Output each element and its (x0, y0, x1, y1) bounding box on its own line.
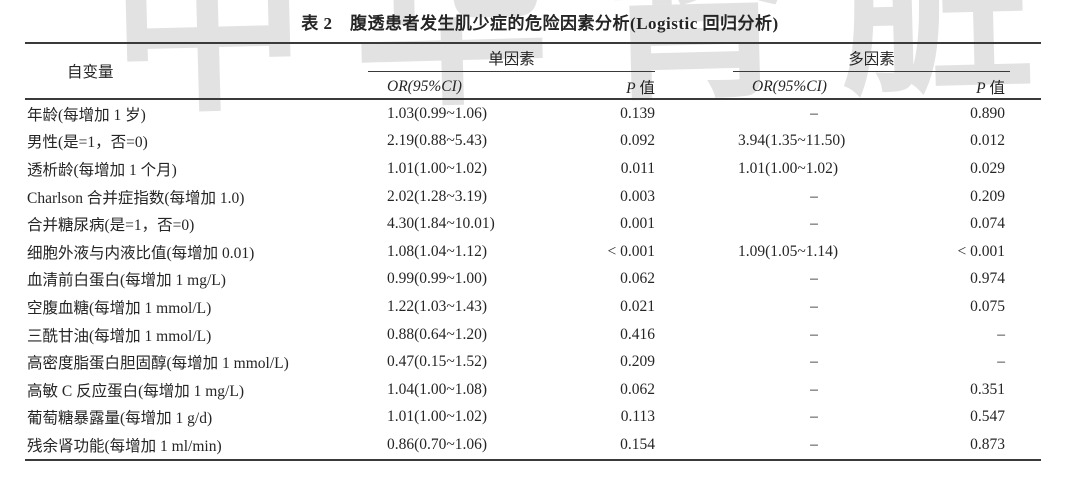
multivariate-or-cell: – (810, 187, 818, 205)
table-row: 合并糖尿病(是=1，否=0) 4.30(1.84~10.01) 0.001 – … (25, 210, 1041, 238)
univariate-or-cell: 2.02(1.28~3.19) (387, 187, 488, 205)
table-header: 自变量 单因素 多因素 OR(95%CI) P 值 OR(95%CI) P 值 (25, 42, 1041, 100)
multivariate-p-header: P 值 (895, 76, 1005, 98)
multivariate-or-cell: – (810, 353, 818, 371)
table-row: 残余肾功能(每增加 1 ml/min) 0.86(0.70~1.06) 0.15… (25, 431, 1041, 459)
variable-cell: 高敏 C 反应蛋白(每增加 1 mg/L) (27, 382, 244, 400)
table-row: 透析龄(每增加 1 个月) 1.01(1.00~1.02) 0.011 1.01… (25, 155, 1041, 183)
univariate-or-cell: 0.47(0.15~1.52) (387, 353, 488, 371)
multivariate-p-cell: < 0.001 (957, 242, 1006, 260)
multivariate-p-cell: 0.029 (970, 159, 1005, 177)
variable-cell: 透析龄(每增加 1 个月) (27, 161, 177, 179)
univariate-p-cell: 0.003 (620, 187, 655, 205)
table-row: 细胞外液与内液比值(每增加 0.01) 1.08(1.04~1.12) < 0.… (25, 238, 1041, 266)
univariate-p-cell: < 0.001 (607, 242, 656, 260)
variable-cell: 年龄(每增加 1 岁) (27, 106, 146, 124)
multivariate-or-cell: – (810, 325, 818, 343)
multivariate-or-cell: – (810, 297, 818, 315)
multivariate-or-cell: – (810, 104, 818, 122)
table-row: 高密度脂蛋白胆固醇(每增加 1 mmol/L) 0.47(0.15~1.52) … (25, 348, 1041, 376)
multivariate-group-label: 多因素 (848, 50, 895, 68)
univariate-or-cell: 0.86(0.70~1.06) (387, 435, 488, 453)
univariate-or-cell: 4.30(1.84~10.01) (387, 215, 495, 233)
univariate-p-header: P 值 (530, 76, 655, 98)
univariate-or-cell: 0.99(0.99~1.00) (387, 270, 488, 288)
univariate-or-cell: 1.01(1.00~1.02) (387, 159, 488, 177)
univariate-p-cell: 0.113 (620, 408, 655, 426)
univariate-p-cell: 0.062 (620, 270, 655, 288)
univariate-p-cell: 0.209 (620, 353, 655, 371)
variable-cell: 空腹血糖(每增加 1 mmol/L) (27, 299, 212, 317)
sub-header-row: OR(95%CI) P 值 OR(95%CI) P 值 (25, 72, 1041, 102)
multivariate-p-cell: 0.547 (970, 408, 1005, 426)
multivariate-or-cell: – (810, 380, 818, 398)
univariate-or-cell: 0.88(0.64~1.20) (387, 325, 488, 343)
table-row: 葡萄糖暴露量(每增加 1 g/d) 1.01(1.00~1.02) 0.113 … (25, 404, 1041, 432)
multivariate-or-cell: – (810, 408, 818, 426)
table-row: 高敏 C 反应蛋白(每增加 1 mg/L) 1.04(1.00~1.08) 0.… (25, 376, 1041, 404)
multivariate-p-cell: 0.351 (970, 380, 1005, 398)
multivariate-p-cell: – (997, 353, 1005, 371)
univariate-p-cell: 0.001 (620, 215, 655, 233)
univariate-or-cell: 1.08(1.04~1.12) (387, 242, 488, 260)
p-symbol: P (626, 80, 636, 97)
univariate-p-cell: 0.011 (620, 159, 655, 177)
table-row: 血清前白蛋白(每增加 1 mg/L) 0.99(0.99~1.00) 0.062… (25, 266, 1041, 294)
variable-column-header: 自变量 (67, 64, 114, 81)
univariate-p-cell: 0.139 (620, 104, 655, 122)
multivariate-p-cell: 0.873 (970, 435, 1005, 453)
multivariate-or-header: OR(95%CI) (752, 78, 827, 95)
multivariate-p-cell: 0.974 (970, 270, 1005, 288)
univariate-or-header: OR(95%CI) (387, 78, 462, 95)
variable-cell: 葡萄糖暴露量(每增加 1 g/d) (27, 410, 213, 428)
variable-cell: 残余肾功能(每增加 1 ml/min) (27, 437, 222, 455)
univariate-or-cell: 1.01(1.00~1.02) (387, 408, 488, 426)
univariate-group-header: 单因素 (368, 44, 655, 72)
p-label: 值 (985, 80, 1005, 97)
variable-cell: 三酰甘油(每增加 1 mmol/L) (27, 327, 212, 345)
variable-cell: 男性(是=1，否=0) (27, 134, 148, 152)
multivariate-p-cell: 0.012 (970, 132, 1005, 150)
univariate-or-cell: 1.03(0.99~1.06) (387, 104, 488, 122)
table-row: 空腹血糖(每增加 1 mmol/L) 1.22(1.03~1.43) 0.021… (25, 293, 1041, 321)
variable-cell: 血清前白蛋白(每增加 1 mg/L) (27, 272, 226, 290)
univariate-or-cell: 2.19(0.88~5.43) (387, 132, 488, 150)
multivariate-or-cell: 1.09(1.05~1.14) (738, 242, 839, 260)
univariate-p-cell: 0.021 (620, 297, 655, 315)
univariate-p-cell: 0.154 (620, 435, 655, 453)
multivariate-or-cell: – (810, 435, 818, 453)
regression-table: 自变量 单因素 多因素 OR(95%CI) P 值 OR(95%CI) P 值 … (25, 42, 1041, 461)
univariate-p-cell: 0.062 (620, 380, 655, 398)
multivariate-p-cell: 0.890 (970, 104, 1005, 122)
univariate-p-cell: 0.092 (620, 132, 655, 150)
multivariate-group-header: 多因素 (733, 44, 1010, 72)
multivariate-p-cell: – (997, 325, 1005, 343)
table-body: 年龄(每增加 1 岁) 1.03(0.99~1.06) 0.139 – 0.89… (25, 100, 1041, 461)
table-row: Charlson 合并症指数(每增加 1.0) 2.02(1.28~3.19) … (25, 183, 1041, 211)
p-label: 值 (635, 80, 655, 97)
p-symbol: P (976, 80, 986, 97)
univariate-or-cell: 1.04(1.00~1.08) (387, 380, 488, 398)
multivariate-p-cell: 0.074 (970, 215, 1005, 233)
multivariate-p-cell: 0.209 (970, 187, 1005, 205)
univariate-p-cell: 0.416 (620, 325, 655, 343)
univariate-group-label: 单因素 (488, 50, 535, 68)
table-row: 年龄(每增加 1 岁) 1.03(0.99~1.06) 0.139 – 0.89… (25, 100, 1041, 128)
variable-cell: 合并糖尿病(是=1，否=0) (27, 217, 195, 235)
table-row: 三酰甘油(每增加 1 mmol/L) 0.88(0.64~1.20) 0.416… (25, 321, 1041, 349)
variable-cell: 高密度脂蛋白胆固醇(每增加 1 mmol/L) (27, 355, 289, 373)
multivariate-p-cell: 0.075 (970, 297, 1005, 315)
table-row: 男性(是=1，否=0) 2.19(0.88~5.43) 0.092 3.94(1… (25, 128, 1041, 156)
variable-cell: Charlson 合并症指数(每增加 1.0) (27, 189, 245, 207)
univariate-or-cell: 1.22(1.03~1.43) (387, 297, 488, 315)
multivariate-or-cell: 1.01(1.00~1.02) (738, 159, 839, 177)
table-title: 表 2 腹透患者发生肌少症的危险因素分析(Logistic 回归分析) (301, 13, 779, 33)
variable-cell: 细胞外液与内液比值(每增加 0.01) (27, 244, 255, 262)
multivariate-or-cell: – (810, 270, 818, 288)
multivariate-or-cell: – (810, 215, 818, 233)
multivariate-or-cell: 3.94(1.35~11.50) (738, 132, 846, 150)
